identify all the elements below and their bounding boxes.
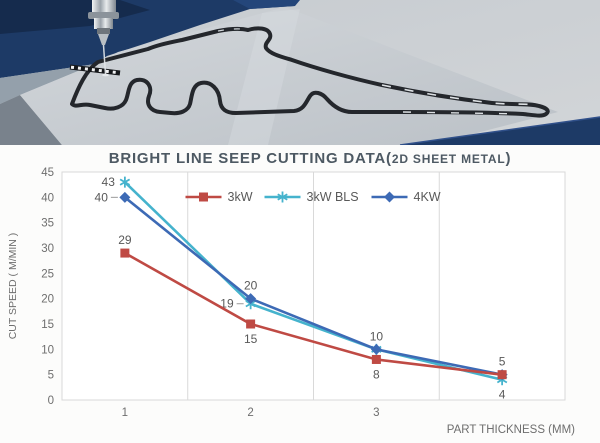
data-label: 43 — [102, 175, 116, 189]
data-label: 19 — [220, 297, 234, 311]
series-line — [124, 196, 503, 376]
y-tick-label: 5 — [48, 370, 54, 382]
legend-item-3kw — [185, 192, 222, 202]
legend-label: 3kW BLS — [307, 190, 359, 204]
data-point-square — [497, 370, 507, 380]
data-label: 29 — [118, 233, 132, 247]
machine-photo-svg — [0, 0, 600, 145]
machine-body-edge — [233, 0, 300, 9]
cut-highlight-top — [217, 28, 249, 32]
data-point-diamond — [119, 191, 131, 203]
y-tick-label: 30 — [41, 243, 54, 255]
series-3kw — [120, 248, 507, 380]
cutting-head — [88, 0, 119, 77]
track-cutout — [70, 26, 550, 118]
data-label: 4 — [499, 388, 506, 402]
data-point-asterisk — [119, 178, 131, 186]
legend-label: 4KW — [414, 190, 441, 204]
x-axis-title: PART THICKNESS (MM) — [447, 424, 575, 436]
cut-highlight-lower — [402, 111, 524, 115]
x-tick-label: 3 — [373, 407, 379, 419]
data-label: 10 — [370, 329, 384, 343]
x-tick-label: 2 — [247, 407, 253, 419]
data-label: 15 — [244, 332, 258, 346]
cutting-jet — [102, 44, 107, 75]
data-point-square — [199, 192, 208, 202]
y-tick-label: 40 — [41, 192, 54, 204]
cutting-data-chart: BRIGHT LINE SEEP CUTTING DATA(2D SHEET M… — [0, 145, 600, 443]
data-point-square — [371, 354, 381, 364]
data-label: 8 — [373, 367, 380, 381]
machine-bed-edge — [399, 116, 600, 145]
y-tick-label: 10 — [41, 344, 54, 356]
chart-title: BRIGHT LINE SEEP CUTTING DATA(2D SHEET M… — [109, 150, 512, 167]
series-line — [123, 181, 503, 381]
machine-base-shadow — [0, 95, 62, 145]
data-point-square — [246, 319, 256, 329]
data-point-asterisk — [277, 193, 288, 201]
machine-photo — [0, 0, 600, 145]
y-tick-label: 25 — [41, 268, 54, 280]
y-tick-label: 20 — [41, 294, 54, 306]
x-tick-label: 1 — [122, 407, 128, 419]
y-tick-label: 35 — [41, 218, 54, 230]
data-point-diamond — [370, 343, 382, 355]
data-point-diamond — [384, 191, 395, 203]
y-tick-label: 0 — [48, 395, 54, 407]
y-axis-title: CUT SPEED ( M/MIN ) — [7, 233, 19, 340]
legend — [185, 191, 408, 203]
legend-label: 3kW — [228, 190, 253, 204]
y-tick-label: 15 — [41, 319, 54, 331]
series-line — [124, 251, 503, 376]
data-label: 5 — [499, 355, 506, 369]
legend-item-4kw — [371, 191, 408, 203]
machine-base-left — [0, 64, 95, 104]
scale-strip — [69, 64, 121, 76]
y-tick-label: 45 — [41, 167, 54, 179]
data-label: 20 — [244, 279, 258, 293]
data-point-diamond — [245, 293, 257, 305]
legend-item-3kw-bls — [264, 191, 301, 203]
data-label: 40 — [95, 190, 109, 204]
chart-svg: BRIGHT LINE SEEP CUTTING DATA(2D SHEET M… — [7, 150, 575, 436]
jet-splash — [102, 73, 109, 77]
cut-highlight-upper — [381, 84, 540, 107]
data-point-square — [120, 248, 130, 258]
